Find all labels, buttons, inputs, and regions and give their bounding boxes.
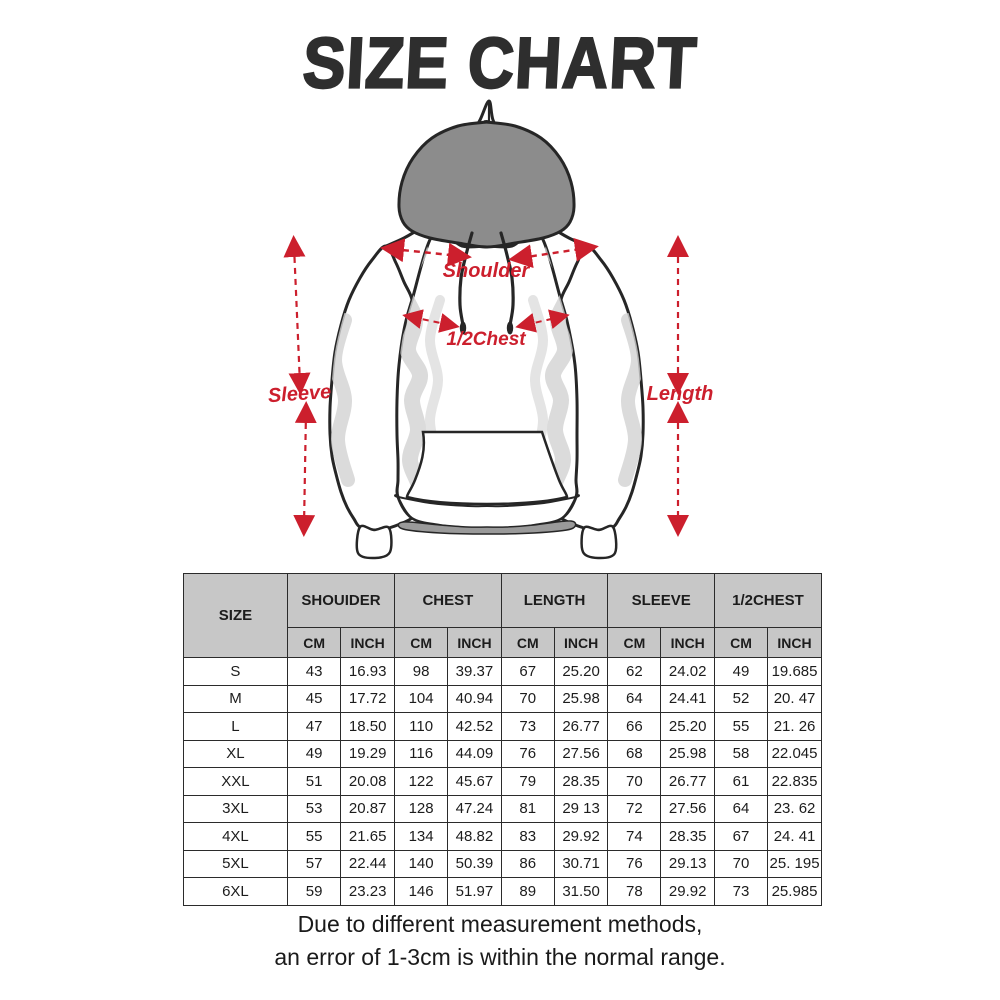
svg-text:Length: Length <box>647 383 714 405</box>
svg-text:Shoulder: Shoulder <box>443 260 531 282</box>
svg-text:1/2Chest: 1/2Chest <box>446 329 526 350</box>
svg-text:Sleeve: Sleeve <box>267 381 332 407</box>
